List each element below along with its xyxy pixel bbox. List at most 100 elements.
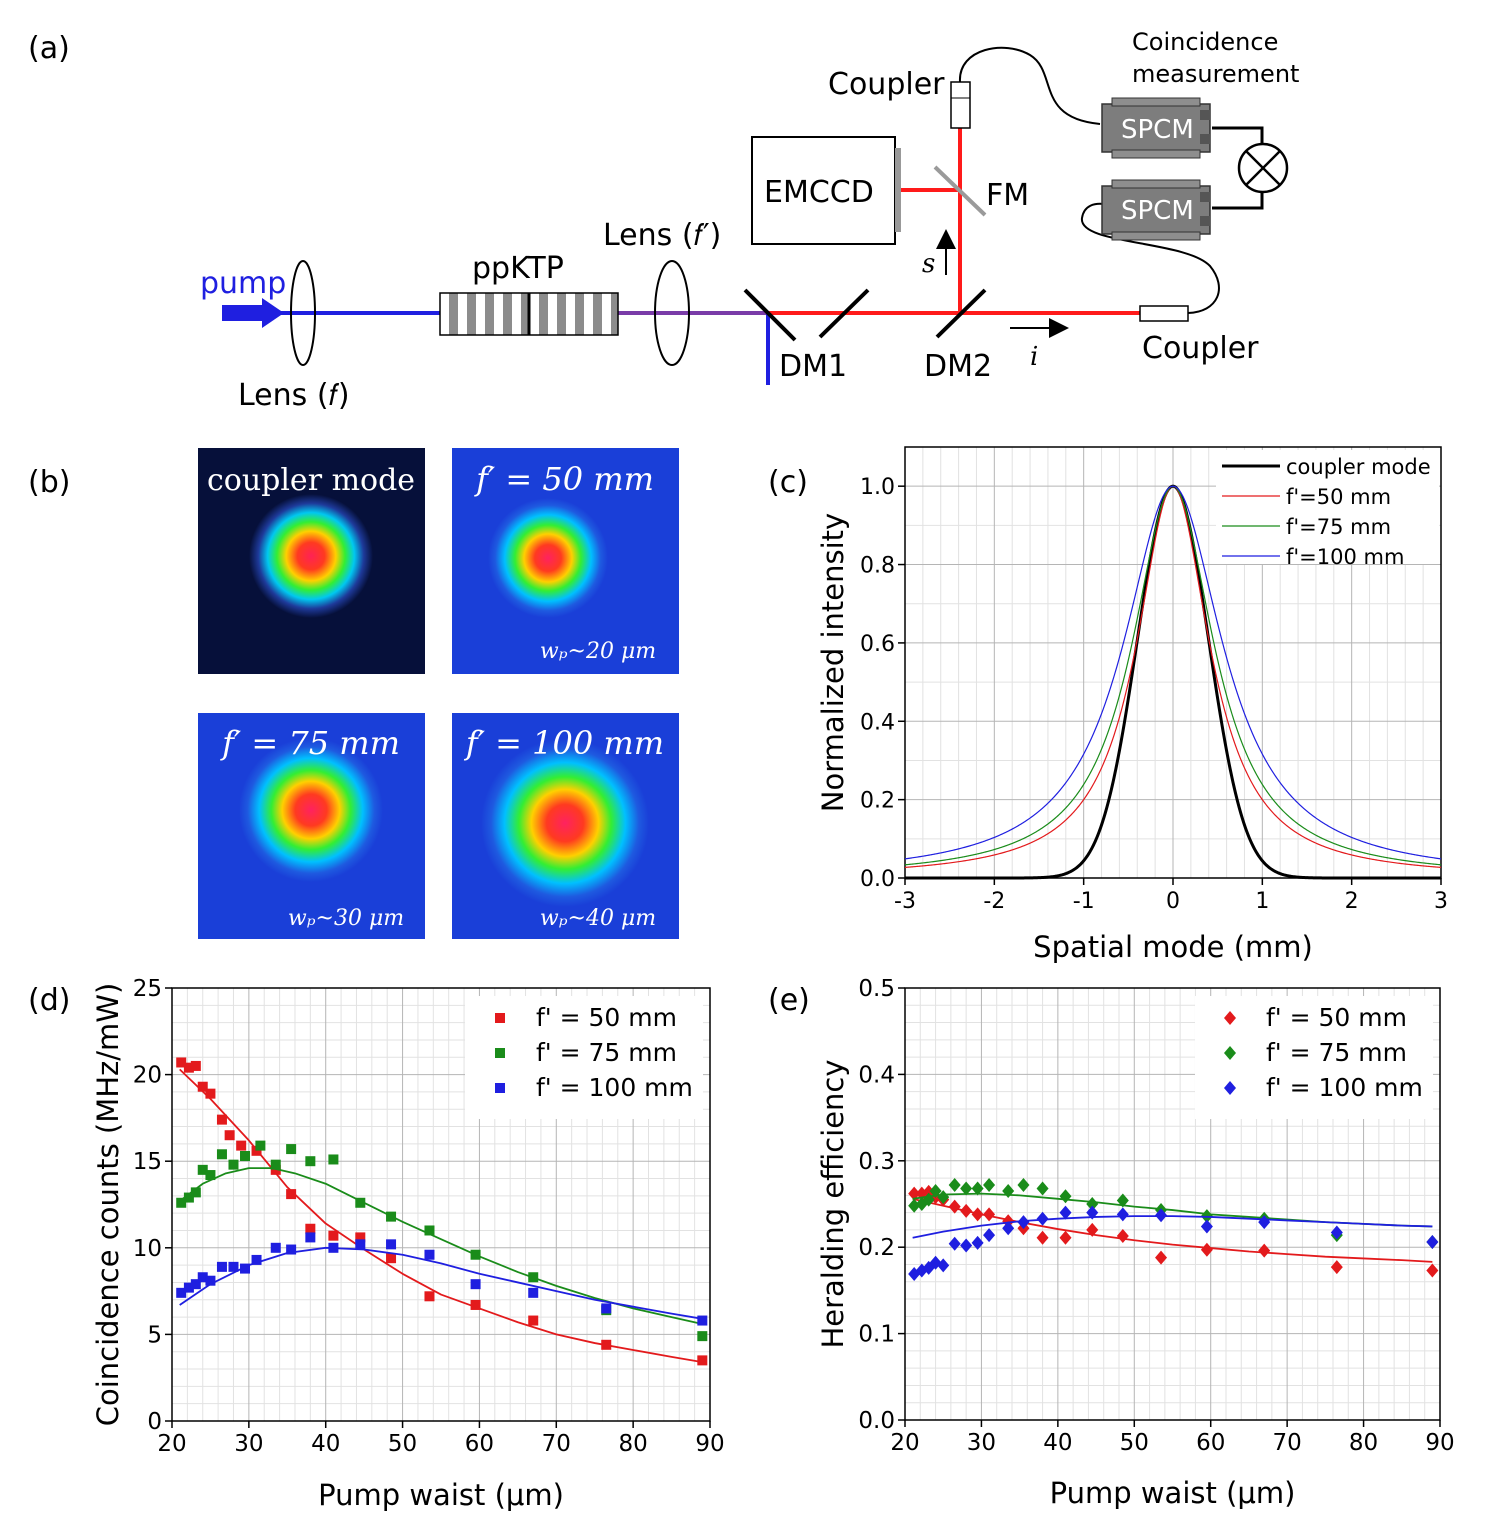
x-tick-label: 80: [619, 1431, 648, 1457]
dm2-label: DM2: [924, 349, 992, 384]
mode-images: (b) coupler mode 𝑓′ = 50 𝑚𝑚 𝑤ₚ~20 𝜇𝑚 𝑓′ …: [28, 448, 679, 939]
data-point: [983, 1177, 996, 1192]
image-caption: 𝑤ₚ~30 𝜇𝑚: [288, 906, 404, 931]
data-point: [328, 1242, 339, 1253]
data-point: [948, 1236, 961, 1251]
x-tick-label: 70: [542, 1431, 571, 1457]
data-point: [1036, 1230, 1049, 1245]
legend-label: f'=100 mm: [1286, 545, 1404, 569]
data-point: [1200, 1242, 1213, 1257]
chart-e-heralding-efficiency: 20 30 40 50 60 70 80 90 0.0 0.1 0.2 0.3 0.4 0.5 Pump w…: [816, 976, 1455, 1510]
y-axis-label: Normalized intensity: [816, 513, 850, 812]
fit-curve: [179, 1068, 703, 1363]
data-point: [255, 1140, 266, 1151]
x-tick-label: 30: [967, 1430, 996, 1456]
y-axis-label: Coincidence counts (MHz/mW): [91, 983, 125, 1427]
data-point: [948, 1199, 961, 1214]
y-tick-label: 20: [133, 1063, 162, 1089]
y-tick-label: 0.0: [860, 867, 895, 892]
data-point: [697, 1331, 708, 1342]
legend-label: f' = 75 mm: [536, 1038, 677, 1067]
coincidence-label-1: Coincidence: [1132, 28, 1278, 56]
data-point: [1017, 1215, 1030, 1230]
x-tick-label: 60: [465, 1431, 494, 1457]
fit-curve: [179, 1167, 703, 1325]
legend-label: coupler mode: [1286, 455, 1431, 479]
y-axis-label: Heralding efficiency: [816, 1059, 850, 1348]
data-point: [251, 1145, 262, 1156]
signal-label: s: [922, 249, 935, 279]
data-point: [305, 1156, 316, 1167]
data-point: [197, 1081, 208, 1092]
data-point: [470, 1249, 481, 1260]
data-point: [1017, 1177, 1030, 1192]
pump-label: pump: [200, 266, 286, 301]
x-tick-label: 50: [388, 1431, 417, 1457]
data-point: [183, 1062, 194, 1073]
data-point: [937, 1258, 950, 1273]
data-point: [176, 1287, 187, 1298]
data-point: [1155, 1208, 1168, 1223]
data-point: [328, 1154, 339, 1165]
data-point: [1426, 1263, 1439, 1278]
x-tick-label: 1: [1255, 889, 1269, 914]
data-point: [270, 1242, 281, 1253]
legend-label: f' = 50 mm: [536, 1003, 677, 1032]
data-point: [960, 1203, 973, 1218]
y-tick-label: 1.0: [860, 475, 895, 500]
data-point: [601, 1339, 612, 1350]
image-caption: 𝑤ₚ~40 𝜇𝑚: [540, 906, 656, 931]
legend-background: [1216, 450, 1439, 564]
data-point: [183, 1282, 194, 1293]
data-point: [224, 1130, 235, 1141]
data-point: [176, 1197, 187, 1208]
data-point: [929, 1184, 942, 1199]
data-point: [216, 1261, 227, 1272]
data-point: [197, 1164, 208, 1175]
data-point: [908, 1186, 921, 1201]
dm1-mirror-a: [743, 288, 797, 342]
data-point: [424, 1225, 435, 1236]
data-point: [971, 1207, 984, 1222]
x-tick-label: 70: [1273, 1430, 1302, 1456]
data-point: [236, 1140, 247, 1151]
legend-label: f' = 50 mm: [1266, 1003, 1407, 1032]
coupler-right-icon: [1139, 305, 1189, 322]
data-point: [937, 1190, 950, 1205]
data-point: [1258, 1215, 1271, 1230]
data-point: [305, 1232, 316, 1243]
setup-diagram: (a) pump Lens (𝑓) ppKTP Lens (𝑓′) DM1 DM…: [28, 28, 1299, 413]
x-tick-label: -3: [894, 889, 916, 914]
data-point: [971, 1235, 984, 1250]
data-point: [1200, 1219, 1213, 1234]
image-coupler-mode: coupler mode: [198, 448, 425, 674]
fiber-right: [1080, 202, 1220, 314]
y-tick-label: 0.0: [858, 1408, 895, 1434]
dm1-mirror-b: [818, 288, 870, 339]
coupler-right-label: Coupler: [1142, 331, 1259, 366]
emccd-box: [751, 136, 896, 245]
panel-label-b: (b): [28, 465, 70, 500]
x-tick-label: 20: [157, 1431, 186, 1457]
x-tick-label: 50: [1120, 1430, 1149, 1456]
ppktp-label: ppKTP: [472, 251, 564, 286]
data-point: [1330, 1225, 1343, 1240]
legend-swatch: [495, 1048, 505, 1058]
panel-label-a: (a): [28, 31, 70, 66]
data-point: [240, 1151, 251, 1162]
data-point: [528, 1287, 539, 1298]
x-tick-label: 80: [1349, 1430, 1378, 1456]
panel-label-e: (e): [768, 983, 810, 1018]
legend-label: f'=50 mm: [1286, 485, 1391, 509]
coupler-top-label: Coupler: [828, 67, 945, 102]
data-point: [470, 1279, 481, 1290]
flip-mirror: [933, 165, 987, 217]
spcm-1: SPCM: [1101, 97, 1211, 159]
data-point: [1086, 1222, 1099, 1237]
legend-label: f' = 75 mm: [1266, 1038, 1407, 1067]
lens-f-icon: [290, 260, 316, 366]
fit-curve: [912, 1197, 1433, 1263]
coincidence-label-2: measurement: [1132, 60, 1299, 88]
legend-swatch: [1224, 1046, 1236, 1060]
image-fprime-75: 𝑓′ = 75 𝑚𝑚 𝑤ₚ~30 𝜇𝑚: [198, 713, 425, 939]
